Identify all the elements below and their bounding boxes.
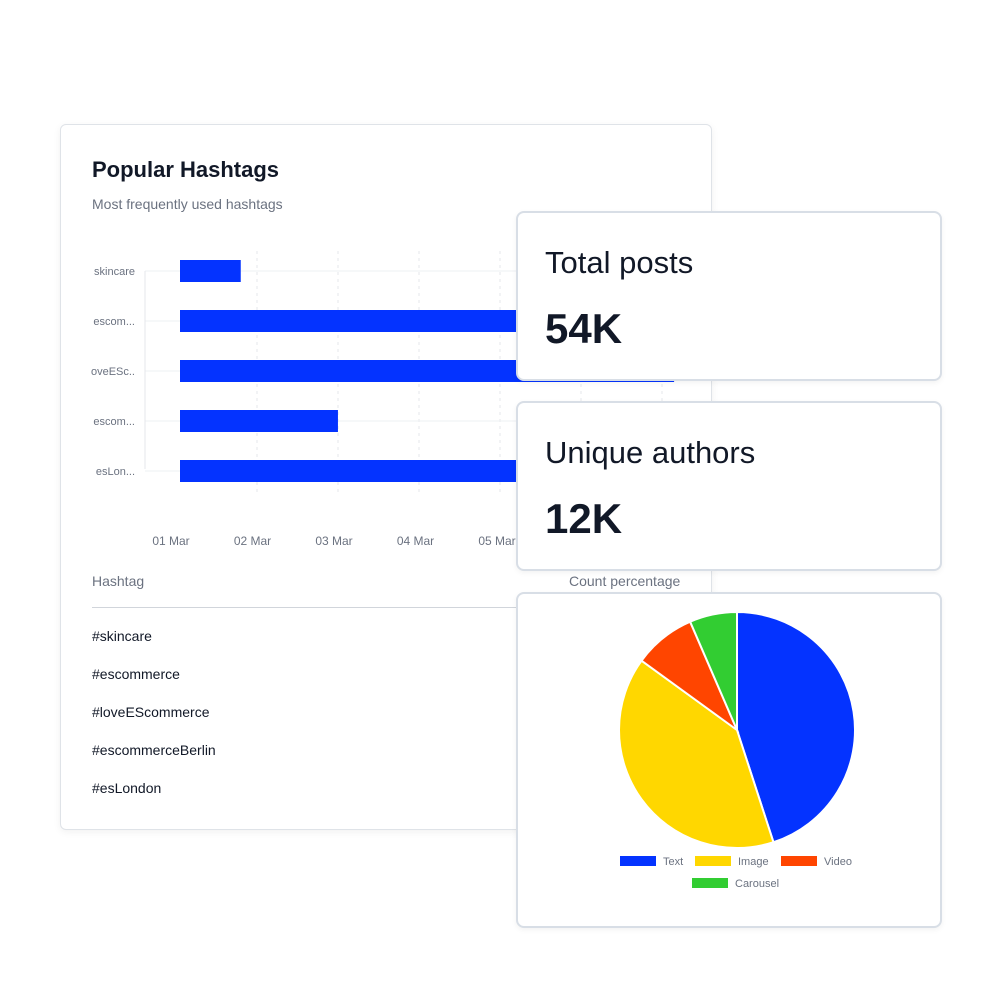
total-posts-card: Total posts 54K [516,211,942,381]
table-row: #loveEScommerce [92,704,210,720]
card-subtitle: Most frequently used hashtags [92,196,283,212]
x-tick-label: 01 Mar [152,534,189,548]
legend-swatch [781,856,817,866]
table-row: #skincare [92,628,152,644]
column-header-hashtag[interactable]: Hashtag [92,573,145,589]
unique-authors-label: Unique authors [545,435,756,470]
bar [180,260,241,282]
pie-slice [618,659,775,849]
x-tick-label: 02 Mar [234,534,271,548]
y-tick-label: skincare [94,266,135,278]
y-tick-label: esLon... [96,466,135,478]
unique-authors-card: Unique authors 12K [516,401,942,571]
total-posts-value: 54K [545,305,623,352]
legend-label: Carousel [735,878,779,890]
y-tick-label: escom... [93,316,135,328]
y-tick-label: oveESc.. [91,366,135,378]
bar [180,410,338,432]
legend-label: Text [663,856,683,868]
legend-swatch [620,856,656,866]
total-posts-label: Total posts [545,245,694,280]
bar [180,310,521,332]
card-title: Popular Hashtags [92,157,280,182]
table-row: #escommerceBerlin [92,742,216,758]
legend-label: Image [738,856,769,868]
table-row: #esLondon [92,780,162,796]
pie-slice [688,610,738,731]
table-row: #escommerce [92,666,180,682]
table-divider [92,607,562,608]
post-type-pie-card: Text Image Video Carousel [516,592,942,928]
column-header-count-percentage[interactable]: Count percentage [569,573,681,589]
legend-swatch [692,878,728,888]
pie-slice [736,610,856,844]
x-tick-label: 03 Mar [315,534,352,548]
post-type-pie-chart: Text Image Video Carousel [618,610,856,890]
legend-swatch [695,856,731,866]
unique-authors-value: 12K [545,495,623,542]
legend-label: Video [824,856,852,868]
y-tick-label: escom... [93,416,135,428]
x-tick-label: 04 Mar [397,534,434,548]
x-tick-label: 05 Mar [478,534,515,548]
bar [180,460,521,482]
